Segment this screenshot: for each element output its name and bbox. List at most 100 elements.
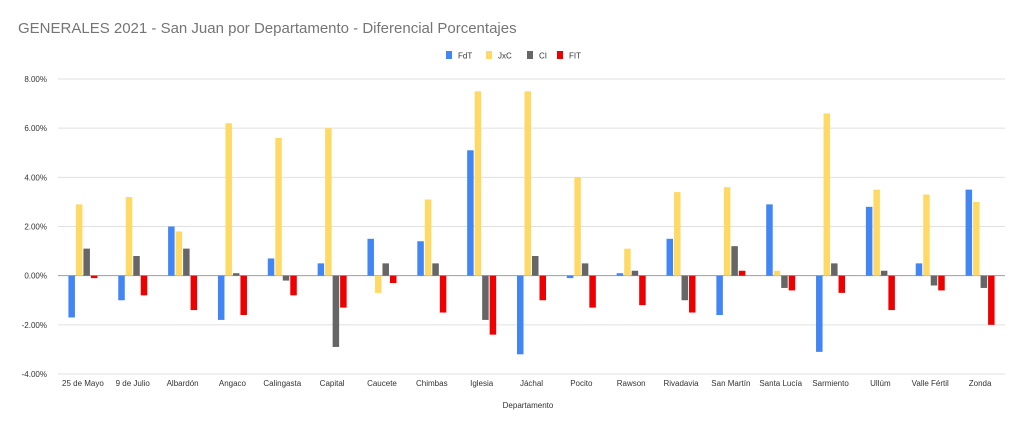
bar-jxc	[424, 199, 432, 276]
legend-swatch-jxc	[486, 51, 492, 59]
bar-ci	[532, 256, 539, 276]
bar-jxc	[524, 91, 531, 276]
legend: FdT JxC CI FIT	[446, 51, 581, 61]
legend-swatch-fdt	[446, 51, 452, 59]
bar-jxc	[773, 270, 781, 276]
bar-fdt	[517, 275, 524, 355]
x-axis-title: Departamento	[503, 401, 554, 410]
x-tick-label: Sarmiento	[812, 379, 849, 388]
y-axis-ticks: -4.00% -2.00% 0.00% 2.00% 4.00% 6.00% 8.00%	[22, 75, 47, 379]
bar-jxc	[125, 197, 133, 276]
bar-jxc	[175, 231, 183, 276]
bar-fit	[838, 275, 846, 293]
chart-title: GENERALES 2021 - San Juan por Departamen…	[18, 20, 517, 37]
bar-ci	[831, 263, 838, 276]
bar-fdt	[68, 275, 75, 318]
x-tick-label: Jáchal	[520, 379, 543, 388]
legend-label: JxC	[498, 52, 512, 61]
bar-fit	[389, 275, 397, 284]
x-tick-label: Rivadavia	[663, 379, 699, 388]
bar-ci	[332, 275, 340, 347]
y-tick-label: -2.00%	[22, 321, 47, 330]
bar-ci	[980, 275, 988, 288]
bar-fdt	[467, 150, 474, 276]
bar-fdt	[267, 258, 275, 276]
bar-fdt	[965, 189, 973, 276]
bar-fdt	[816, 275, 823, 352]
bar-ci	[880, 270, 888, 276]
bar-fit	[539, 275, 546, 301]
bar-fit	[140, 275, 148, 296]
x-tick-label: 9 de Julio	[116, 379, 151, 388]
bar-fdt	[616, 273, 624, 276]
y-tick-label: -4.00%	[22, 370, 47, 379]
bar-fit	[639, 275, 646, 306]
bar-jxc	[973, 201, 980, 276]
x-axis-ticks: 25 de Mayo 9 de Julio Albardón Angaco Caling…	[62, 379, 992, 388]
bar-fdt	[865, 206, 873, 276]
y-tick-label: 0.00%	[24, 272, 47, 281]
bar-fdt	[666, 238, 674, 276]
x-tick-label: Chimbas	[416, 379, 448, 388]
bar-jxc	[325, 128, 332, 276]
bar-jxc	[374, 275, 382, 293]
bar-jxc	[275, 138, 282, 276]
bar-ci	[482, 275, 489, 320]
bar-fdt	[168, 226, 175, 276]
x-tick-label: Valle Fértil	[912, 379, 949, 388]
bar-ci	[232, 273, 240, 276]
bar-jxc	[574, 177, 581, 276]
bar-ci	[282, 275, 290, 281]
x-tick-label: Angaco	[219, 379, 247, 388]
bar-fit	[938, 275, 945, 291]
bar-fit	[90, 275, 98, 279]
legend-label: FIT	[569, 52, 581, 61]
legend-swatch-fit	[557, 51, 563, 59]
x-tick-label: Calingasta	[263, 379, 301, 388]
bar-fit	[240, 275, 247, 315]
bar-fit	[489, 275, 497, 335]
bar-jxc	[75, 204, 83, 276]
bar-fit	[439, 275, 447, 313]
bar-fdt	[317, 263, 325, 276]
x-tick-label: Ullúm	[870, 379, 891, 388]
bar-fdt	[217, 275, 225, 320]
x-tick-label: San Martín	[711, 379, 750, 388]
legend-swatch-ci	[527, 51, 533, 59]
bar-ci	[432, 263, 439, 276]
legend-label: CI	[539, 52, 547, 61]
bar-ci	[631, 270, 639, 276]
bar-ci	[581, 263, 589, 276]
bar-fdt	[716, 275, 723, 315]
legend-label: FdT	[458, 52, 472, 61]
bar-fit	[888, 275, 895, 311]
bar-ci	[681, 275, 689, 301]
bar-fit	[589, 275, 596, 308]
x-tick-label: Caucete	[367, 379, 397, 388]
bars	[68, 91, 995, 355]
bar-fit	[340, 275, 347, 308]
bar-jxc	[674, 192, 681, 276]
bar-ci	[133, 256, 140, 276]
bar-jxc	[474, 91, 482, 276]
bar-jxc	[225, 123, 232, 276]
bar-fdt	[766, 204, 773, 276]
y-tick-label: 4.00%	[24, 173, 47, 182]
y-tick-label: 2.00%	[24, 223, 47, 232]
bar-jxc	[624, 248, 631, 276]
bar-jxc	[723, 187, 731, 276]
y-tick-label: 6.00%	[24, 124, 47, 133]
bar-fit	[689, 275, 696, 313]
x-tick-label: Pocito	[570, 379, 593, 388]
x-tick-label: Albardón	[167, 379, 199, 388]
bar-fit	[988, 275, 995, 325]
bar-fdt	[367, 238, 374, 276]
x-tick-label: Capital	[320, 379, 345, 388]
bar-ci	[930, 275, 938, 286]
bar-fit	[190, 275, 198, 311]
bar-ci	[781, 275, 788, 288]
bar-jxc	[873, 189, 880, 276]
bar-jxc	[923, 194, 930, 276]
x-tick-label: Iglesia	[470, 379, 494, 388]
